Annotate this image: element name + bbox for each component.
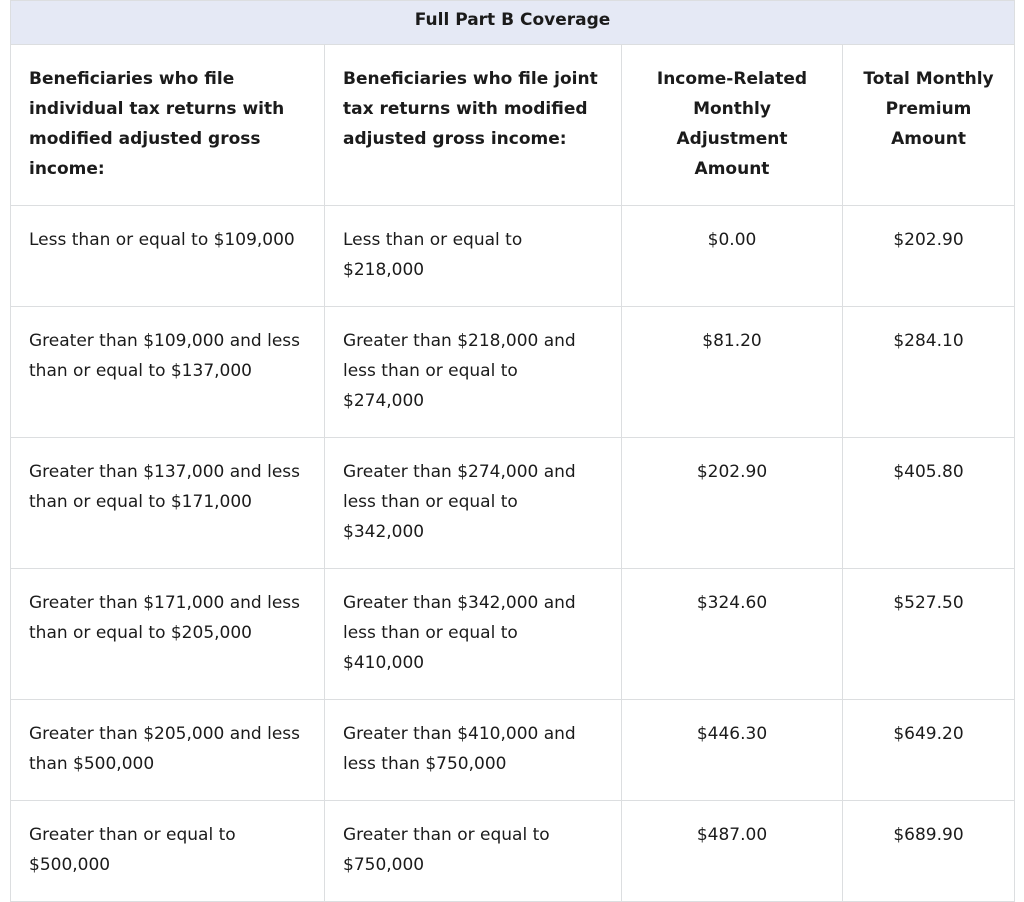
table-row: Greater than $109,000 and less than or e…: [10, 306, 1016, 438]
table-cell: $527.50: [841, 568, 1016, 700]
table-cell: $405.80: [841, 437, 1016, 569]
table-cell: $446.30: [621, 699, 843, 801]
table-cell: $689.90: [841, 800, 1016, 902]
table-cell: Greater than or equal to $500,000: [10, 800, 325, 902]
table-row: Greater than $137,000 and less than or e…: [10, 437, 1016, 569]
table-cell: $202.90: [841, 205, 1016, 307]
table-cell: Greater than or equal to $750,000: [324, 800, 622, 902]
column-header: Beneficiaries who file individual tax re…: [10, 44, 325, 206]
table-cell: $649.20: [841, 699, 1016, 801]
table-cell: Greater than $171,000 and less than or e…: [10, 568, 325, 700]
table-cell: $202.90: [621, 437, 843, 569]
column-header: Income-Related Monthly Adjustment Amount: [621, 44, 843, 206]
table-row: Greater than $171,000 and less than or e…: [10, 568, 1016, 700]
column-header: Total Monthly Premium Amount: [841, 44, 1016, 206]
table-cell: Greater than $342,000 and less than or e…: [324, 568, 622, 700]
table-cell: $487.00: [621, 800, 843, 902]
table-cell: Greater than $137,000 and less than or e…: [10, 437, 325, 569]
table-cell: $81.20: [621, 306, 843, 438]
table-row: Greater than $205,000 and less than $500…: [10, 699, 1016, 801]
table-cell: $0.00: [621, 205, 843, 307]
page: Full Part B Coverage Beneficiaries who f…: [9, 0, 1016, 902]
table-row: Greater than or equal to $500,000 Greater…: [10, 800, 1016, 902]
column-header: Beneficiaries who file joint tax returns…: [324, 44, 622, 206]
premium-table: Full Part B Coverage Beneficiaries who f…: [9, 0, 1016, 902]
table-cell: Greater than $410,000 and less than $750…: [324, 699, 622, 801]
table-cell: Greater than $205,000 and less than $500…: [10, 699, 325, 801]
table-title: Full Part B Coverage: [9, 0, 1016, 45]
table-cell: Less than or equal to $218,000: [324, 205, 622, 307]
header-row: Beneficiaries who file individual tax re…: [10, 44, 1016, 206]
table-cell: $324.60: [621, 568, 843, 700]
title-row: Full Part B Coverage: [9, 0, 1016, 45]
table-body: Less than or equal to $109,000 Less than …: [10, 205, 1016, 902]
table-cell: $284.10: [841, 306, 1016, 438]
table-cell: Greater than $274,000 and less than or e…: [324, 437, 622, 569]
table-cell: Greater than $109,000 and less than or e…: [10, 306, 325, 438]
table-cell: Less than or equal to $109,000: [10, 205, 325, 307]
table-row: Less than or equal to $109,000 Less than …: [10, 205, 1016, 307]
table-cell: Greater than $218,000 and less than or e…: [324, 306, 622, 438]
